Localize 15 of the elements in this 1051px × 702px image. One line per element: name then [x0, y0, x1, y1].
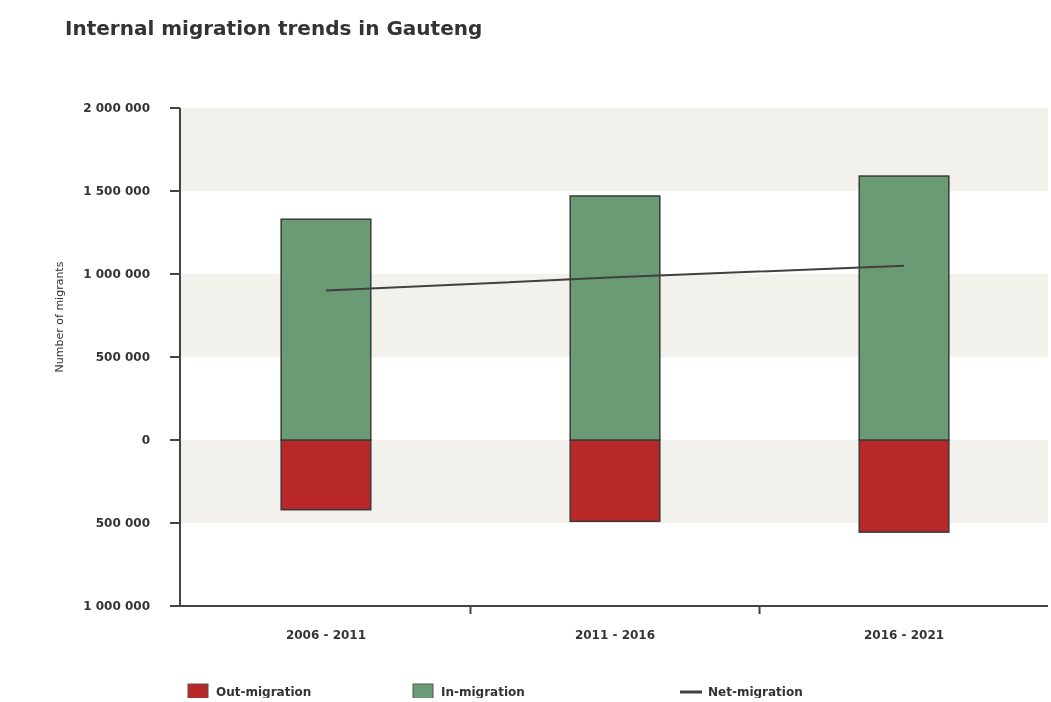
y-tick-label: 0 — [141, 433, 150, 448]
y-tick-label: 1 000 000 — [83, 267, 150, 282]
y-tick-label: 1 000 000 — [83, 599, 150, 614]
y-axis-title: Number of migrants — [53, 261, 66, 373]
legend-label: Net-migration — [708, 685, 803, 700]
x-tick-label: 2016 - 2021 — [863, 628, 945, 642]
y-tick-label: 500 000 — [95, 350, 150, 365]
chart-title: Internal migration trends in Gauteng — [65, 16, 483, 40]
x-tick-label: 2006 - 2011 — [285, 628, 367, 642]
legend-label: Out-migration — [216, 685, 312, 700]
y-tick-label: 500 000 — [95, 516, 150, 531]
legend-label: In-migration — [441, 685, 525, 700]
y-tick-label: 1 500 000 — [83, 184, 150, 199]
y-tick-label: 2 000 000 — [83, 101, 150, 116]
x-tick-label: 2011 - 2016 — [574, 628, 656, 642]
